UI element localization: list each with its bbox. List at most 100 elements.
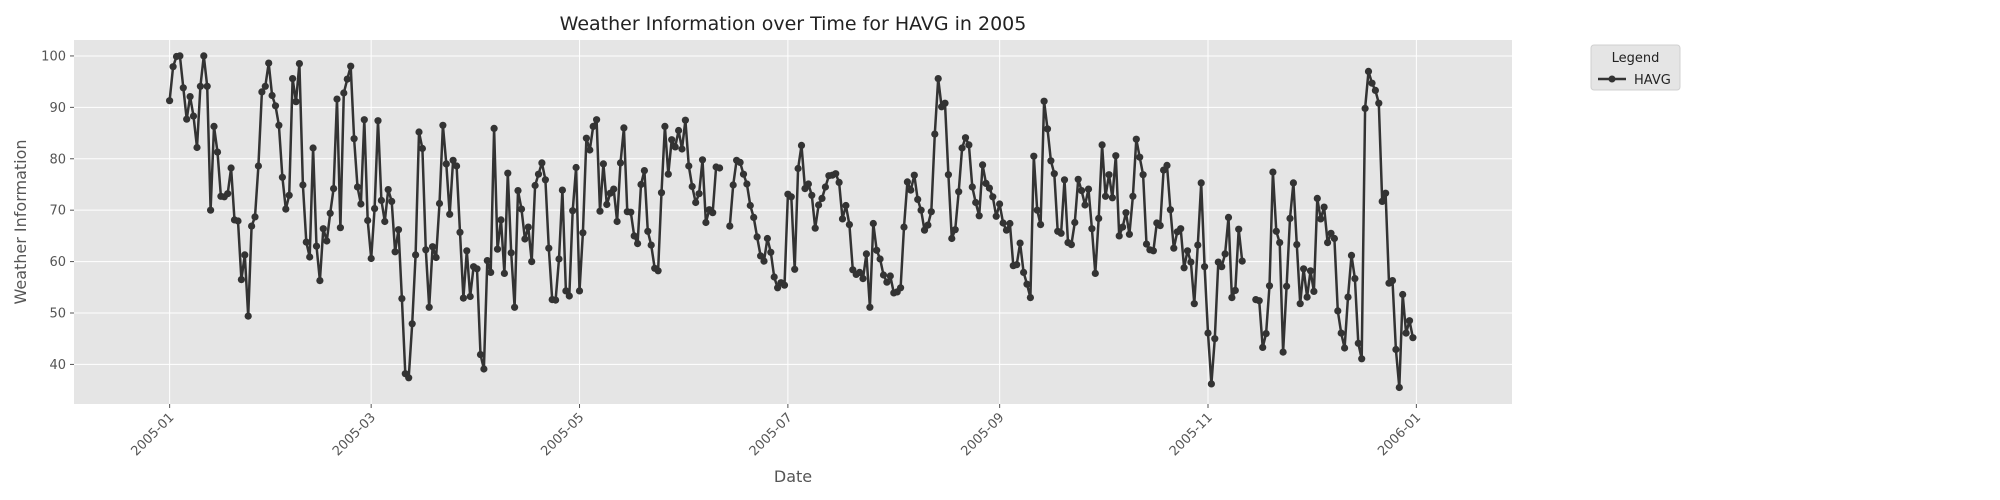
data-point	[1310, 287, 1318, 295]
data-point	[1337, 329, 1345, 337]
data-point	[1190, 300, 1198, 308]
data-point	[459, 294, 467, 302]
data-point	[787, 193, 795, 201]
data-point	[1238, 257, 1246, 265]
data-point	[757, 252, 765, 260]
data-point	[774, 284, 782, 292]
data-point	[924, 221, 932, 229]
legend-marker-havg	[1608, 75, 1616, 83]
data-point	[862, 250, 871, 258]
data-point	[1259, 343, 1267, 351]
data-point	[873, 246, 881, 254]
data-point	[838, 215, 847, 223]
data-point	[1149, 247, 1157, 255]
data-point	[589, 122, 597, 130]
data-point	[1303, 293, 1311, 301]
data-point	[1255, 297, 1263, 305]
data-point	[1033, 206, 1041, 214]
data-point	[975, 212, 983, 220]
data-point	[391, 248, 399, 256]
data-point	[1378, 197, 1386, 205]
data-point	[948, 234, 956, 243]
data-point	[429, 243, 437, 251]
data-point	[763, 234, 772, 243]
data-point	[251, 213, 259, 221]
data-point	[941, 99, 949, 107]
data-point	[1341, 344, 1349, 352]
data-point	[637, 180, 645, 189]
data-point	[883, 278, 891, 286]
data-point	[490, 124, 498, 132]
data-point	[634, 240, 642, 248]
data-point	[176, 52, 184, 60]
data-point	[1002, 226, 1011, 234]
data-point	[1166, 206, 1174, 214]
data-point	[709, 209, 717, 217]
data-point	[1218, 263, 1226, 271]
data-point	[903, 178, 912, 186]
data-point	[613, 217, 621, 226]
data-point	[955, 188, 963, 196]
data-point	[1224, 213, 1233, 221]
data-point	[900, 223, 908, 231]
data-point	[972, 198, 980, 207]
data-point	[654, 267, 662, 275]
data-point	[968, 183, 976, 191]
data-point	[1405, 317, 1414, 325]
data-point	[1402, 329, 1410, 337]
data-point	[1330, 234, 1338, 243]
data-point	[1132, 135, 1140, 143]
data-point	[808, 191, 816, 199]
x-tick-label: 2005-09	[958, 410, 1007, 459]
data-point	[1047, 157, 1055, 165]
data-point	[688, 182, 696, 191]
data-point	[248, 222, 256, 230]
data-point	[323, 237, 331, 245]
y-tick-label: 50	[49, 307, 66, 322]
data-point	[357, 200, 365, 208]
data-point	[1286, 214, 1294, 222]
data-point	[360, 116, 368, 124]
data-point	[661, 122, 669, 130]
data-point	[1293, 241, 1301, 249]
data-point	[343, 75, 351, 83]
data-point	[326, 209, 334, 217]
y-axis-ticks: 40 50 60 70 80 90 100	[41, 49, 74, 373]
data-point	[640, 167, 649, 175]
legend-label-havg: HAVG	[1634, 73, 1671, 88]
data-point	[907, 186, 915, 194]
data-point	[671, 143, 679, 151]
data-point	[435, 199, 444, 208]
data-point	[856, 268, 864, 276]
data-point	[169, 63, 177, 71]
data-point	[1013, 261, 1021, 269]
data-point	[1023, 280, 1031, 288]
data-point	[869, 219, 877, 228]
data-point	[1037, 221, 1045, 229]
data-point	[1289, 179, 1297, 187]
data-point	[1119, 223, 1127, 231]
data-point	[398, 295, 406, 303]
y-axis-label: Weather Information	[11, 139, 30, 304]
data-point	[1057, 229, 1065, 237]
data-point	[374, 117, 382, 125]
data-point	[295, 60, 303, 68]
data-point	[312, 242, 321, 250]
data-point	[644, 227, 652, 235]
data-point	[541, 176, 550, 184]
data-point	[432, 253, 440, 262]
data-point	[377, 196, 385, 204]
data-point	[330, 185, 338, 193]
y-tick-label: 100	[41, 49, 66, 64]
data-point	[1194, 241, 1202, 249]
data-point	[1201, 263, 1209, 271]
data-point	[463, 247, 471, 255]
data-point	[1392, 345, 1400, 354]
data-point	[271, 102, 280, 110]
data-point	[1221, 250, 1229, 258]
data-point	[647, 241, 655, 249]
data-point	[1344, 293, 1352, 301]
y-tick-label: 70	[49, 204, 66, 219]
data-point	[797, 141, 806, 149]
data-point	[1142, 240, 1151, 248]
